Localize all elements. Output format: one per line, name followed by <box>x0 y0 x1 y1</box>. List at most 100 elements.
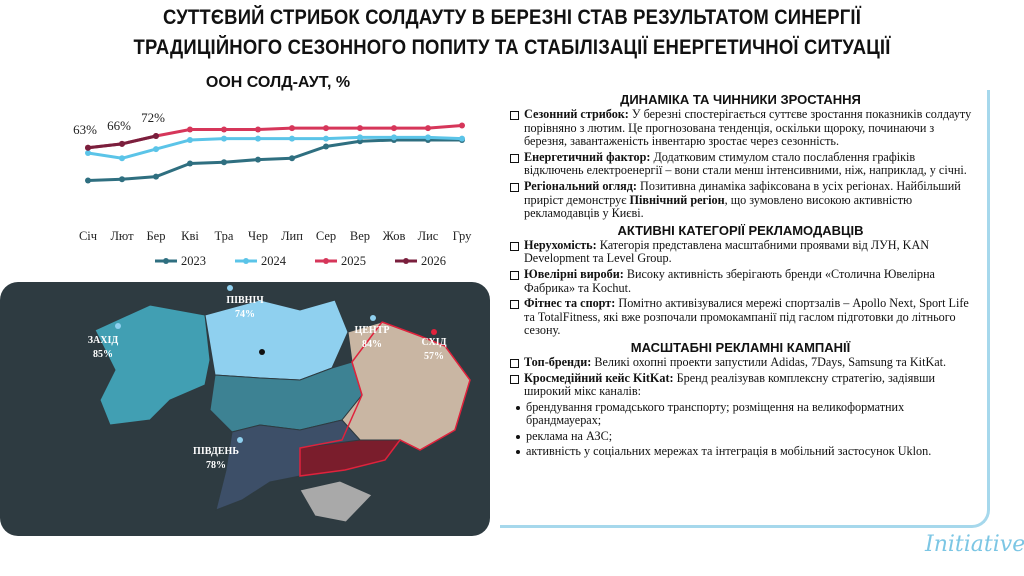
bullet: Топ-бренди: Великі охопні проекти запуст… <box>508 354 973 370</box>
bullet: Фітнес та спорт: Помітно активізувалися … <box>508 296 973 338</box>
point <box>391 125 397 132</box>
section-heading: АКТИВНІ КАТЕГОРІЇ РЕКЛАМОДАВЦІВ <box>617 222 864 238</box>
region-name: СХІД <box>422 337 447 348</box>
bullet-text: Позитивна динаміка зафіксована в усіх ре… <box>524 178 961 207</box>
sub-bullet: реклама на АЗС; <box>508 429 973 444</box>
point <box>289 135 295 142</box>
region-value: 57% <box>424 351 444 362</box>
point <box>357 134 363 141</box>
crimea <box>299 480 373 523</box>
label-dot <box>227 285 233 291</box>
x-tick-label: Січ <box>79 229 97 243</box>
region-name: ПІВДЕНЬ <box>193 446 239 457</box>
region-north <box>204 299 349 381</box>
bullet-label: Фітнес та спорт: <box>524 296 616 311</box>
point <box>85 144 91 151</box>
chart-title: ООН СОЛД-АУТ, % <box>206 74 350 91</box>
sub-bullet: брендування громадського транспорту; роз… <box>508 400 973 428</box>
point <box>153 133 159 140</box>
point <box>221 159 227 166</box>
bullet: Сезонний стрибок: У березні спостерігаєт… <box>508 107 973 149</box>
map: ЗАХІД 85% ПІВНІЧ 74% ЦЕНТР 84% СХІД 57% … <box>0 282 490 536</box>
point <box>153 146 159 153</box>
title-line: СУТТЄВИЙ СТРИБОК СОЛДАУТУ В БЕРЕЗНІ СТАВ… <box>162 6 862 29</box>
x-tick-label: Лип <box>281 229 303 243</box>
label-dot <box>115 323 121 329</box>
x-tick-label: Бер <box>147 229 166 243</box>
bullet-text: Помітно активізувалися мережі спортзалів… <box>524 296 969 338</box>
bullet-label: Топ-бренди: <box>524 354 592 369</box>
point <box>119 140 125 147</box>
bullet: Нерухомість: Категорія представлена масш… <box>508 237 973 266</box>
bullet-text: Високу активність зберігають бренди «Сто… <box>524 266 935 295</box>
data-label: 63% <box>73 122 97 137</box>
bullet-label: Нерухомість: <box>524 237 597 252</box>
point <box>221 135 227 142</box>
bullet-text: , що зумовлено високою активністю реклам… <box>524 192 913 221</box>
region-west <box>94 304 211 426</box>
point <box>323 135 329 142</box>
bullet: Ювелірні вироби: Високу активність збері… <box>508 266 973 295</box>
point <box>425 125 431 132</box>
bullet-label: Енергетичний фактор: <box>524 149 651 164</box>
series-line <box>87 138 462 183</box>
legend-label: 2023 <box>181 254 206 268</box>
point <box>289 155 295 162</box>
region-name: ПІВНІЧ <box>226 295 264 306</box>
label-dot <box>431 329 437 335</box>
chart: ООН СОЛД-АУТ, % Січ Лют Бер Кві Тра Чер Лип Сер… <box>73 74 473 268</box>
point <box>323 125 329 132</box>
bullet: Енергетичний фактор: Додатковим стимулом… <box>508 149 973 178</box>
legend-label: 2025 <box>341 254 366 268</box>
bullet-text: Додатковим стимулом стало послаблення гр… <box>524 149 967 178</box>
region-value: 84% <box>362 339 382 350</box>
point <box>153 173 159 180</box>
point <box>425 134 431 141</box>
data-label: 72% <box>141 110 165 125</box>
bullet: Регіональний огляд: Позитивна динаміка з… <box>508 178 973 221</box>
x-tick-label: Вер <box>350 229 370 243</box>
bullet-label: Регіональний огляд: <box>524 178 637 193</box>
x-tick-label: Тра <box>215 229 234 243</box>
bullet-text: Категорія представлена масштабними прояв… <box>524 237 930 266</box>
x-tick-label: Кві <box>181 229 199 243</box>
point <box>119 155 125 162</box>
point <box>289 125 295 132</box>
section-heading: ДИНАМІКА ТА ЧИННИКИ ЗРОСТАННЯ <box>620 92 861 107</box>
data-label: 66% <box>107 118 131 133</box>
sub-bullet: активність у соціальних мережах та інтег… <box>508 445 973 459</box>
x-tick-label: Лис <box>418 229 439 243</box>
legend-marker <box>403 258 409 264</box>
point <box>255 126 261 133</box>
legend-marker <box>163 258 169 264</box>
bullet-highlight: Північний регіон <box>629 192 725 207</box>
x-tick-label: Чер <box>248 229 268 243</box>
point <box>357 125 363 132</box>
logo: Initiative <box>925 532 1024 557</box>
point <box>459 122 465 129</box>
series-line <box>87 135 463 160</box>
region-value: 78% <box>206 460 226 471</box>
point <box>323 143 329 150</box>
legend-marker <box>323 258 329 264</box>
x-tick-label: Лют <box>110 229 134 243</box>
bullet-text: Бренд реалізував комплексну стратегію, з… <box>524 370 936 399</box>
region-name: ЗАХІД <box>88 335 119 346</box>
point <box>85 177 91 184</box>
point <box>187 136 193 143</box>
section-heading: МАСШТАБНІ РЕКЛАМНІ КАМПАНІЇ <box>630 339 851 355</box>
point <box>391 134 397 141</box>
point <box>85 150 91 157</box>
text-panel: ДИНАМІКА ТА ЧИННИКИ ЗРОСТАННЯ Сезонний с… <box>500 90 990 528</box>
legend-label: 2026 <box>421 254 446 268</box>
occupied-outline <box>299 321 471 477</box>
label-dot <box>370 315 376 321</box>
point <box>187 160 193 167</box>
region-value: 74% <box>235 309 255 320</box>
bullet-label: Кросмедійний кейс KitKat: <box>524 370 674 385</box>
title-line: ТРАДИЦІЙНОГО СЕЗОННОГО ПОПИТУ ТА СТАБІЛІ… <box>133 36 891 59</box>
region-name: ЦЕНТР <box>354 325 389 336</box>
x-tick-label: Сер <box>316 229 336 243</box>
x-tick-label: Гру <box>453 229 473 243</box>
